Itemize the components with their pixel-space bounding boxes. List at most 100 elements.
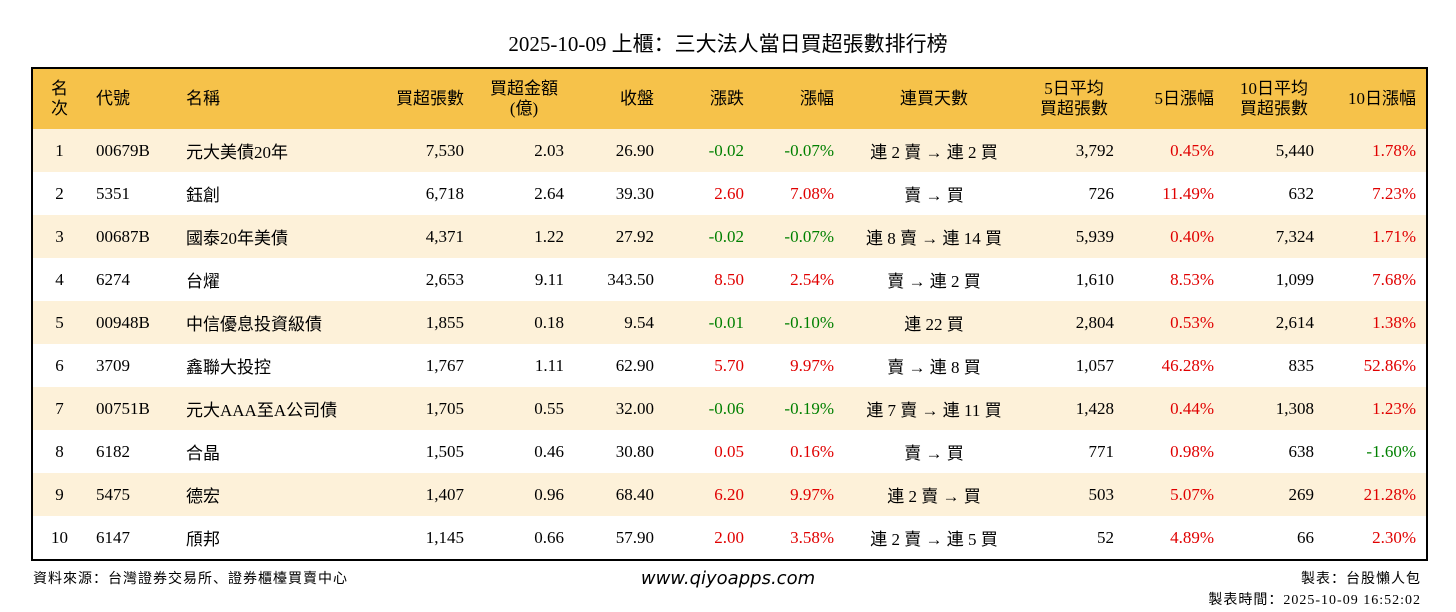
cell: 1.71%	[1324, 215, 1427, 258]
cell: 2.54%	[790, 269, 834, 289]
header-row: 名次 代號 名稱 買超張數 買超金額 (億) 收盤 漲跌 漲幅 連買天數 5日平均 買超張數 5日漲…	[32, 68, 1427, 129]
cell: 賣 → 連 2 買	[887, 272, 981, 291]
cell: 0.18	[474, 301, 574, 344]
cell: 638	[1288, 441, 1315, 461]
cell: 726	[1088, 183, 1115, 203]
cell: 0.53%	[1124, 301, 1224, 344]
cell: -0.06	[664, 387, 754, 430]
cell: 6274	[96, 269, 130, 289]
cell: -0.10%	[754, 301, 844, 344]
cell: 0.66	[534, 527, 564, 547]
cell: 632	[1288, 183, 1315, 203]
cell: -0.07%	[754, 129, 844, 172]
cell: -0.19%	[754, 387, 844, 430]
cell: 鑫聯大投控	[186, 358, 271, 377]
cell: 連 7 賣 → 連 11 買	[844, 387, 1024, 430]
header-cell: 5日平均 買超張數	[1024, 68, 1124, 129]
cell: 6,718	[425, 183, 464, 203]
cell: 1,505	[425, 441, 464, 461]
table-body: 1 00679B 元大美債20年 7,530 2.03 26.90 -0.02 -0.07% 連…	[32, 129, 1427, 560]
cell: 1,099	[1275, 269, 1314, 289]
cell: -0.01	[664, 301, 754, 344]
cell: 00687B	[86, 215, 176, 258]
cell: 連 22 買	[844, 301, 1024, 344]
cell: 8.50	[714, 269, 744, 289]
cell: 7.23%	[1372, 183, 1416, 203]
header-cell: 買超金額 (億)	[474, 68, 574, 129]
cell: 62.90	[615, 355, 654, 375]
cell: 7,530	[376, 129, 474, 172]
table-row: 10 6147 頎邦 1,145 0.66 57.90 2.00 3.58% 連 2 賣 → 連…	[32, 516, 1427, 560]
cell: 2,804	[1024, 301, 1124, 344]
cell: 5.07%	[1124, 473, 1224, 516]
cell: 5475	[86, 473, 176, 516]
cell: 1.78%	[1324, 129, 1427, 172]
cell: 9.11	[534, 269, 564, 289]
cell: 32.00	[574, 387, 664, 430]
cell: 2.60	[714, 183, 744, 203]
cell: 0.16%	[790, 441, 834, 461]
cell: 30.80	[615, 441, 654, 461]
cell: 2.30%	[1372, 527, 1416, 547]
cell: 台燿	[186, 272, 220, 291]
cell: 11.49%	[1162, 183, 1214, 203]
cell: 4,371	[376, 215, 474, 258]
cell: 21.28%	[1324, 473, 1427, 516]
cell: 1,057	[1075, 355, 1114, 375]
cell: 7	[32, 387, 86, 430]
cell: 4	[55, 269, 64, 289]
table-row: 6 3709 鑫聯大投控 1,767 1.11 62.90 5.70 9.97% 賣 → 連 8…	[32, 344, 1427, 387]
cell: 5.70	[714, 355, 744, 375]
cell: 7.08%	[790, 183, 834, 203]
cell: 66	[1297, 527, 1314, 547]
cell: 46.28%	[1161, 355, 1214, 375]
source: 資料來源：台灣證券交易所、證券櫃檯買賣中心	[33, 572, 348, 587]
cell: 2.03	[474, 129, 574, 172]
cell: 賣 → 連 8 買	[887, 358, 981, 377]
header-cell: 10日平均 買超張數	[1224, 68, 1324, 129]
cell: 賣 → 買	[904, 186, 964, 205]
cell: 0.45%	[1124, 129, 1224, 172]
cell: 1.23%	[1324, 387, 1427, 430]
cell: 3	[32, 215, 86, 258]
cell: 1,767	[425, 355, 464, 375]
cell: 9.97%	[790, 355, 834, 375]
table-row: 5 00948B 中信優息投資級債 1,855 0.18 9.54 -0.01 -0.10% 連…	[32, 301, 1427, 344]
cell: 3,792	[1024, 129, 1124, 172]
cell: 39.30	[615, 183, 654, 203]
website: www.qiyoapps.com	[640, 568, 816, 589]
cell: 2.00	[714, 527, 744, 547]
header-cell: 名次	[32, 68, 86, 129]
cell: 8	[55, 441, 64, 461]
cell: 52.86%	[1363, 355, 1416, 375]
cell: 00948B	[86, 301, 176, 344]
cell: 0.55	[474, 387, 574, 430]
table-row: 3 00687B 國泰20年美債 4,371 1.22 27.92 -0.02 -0.07% 連…	[32, 215, 1427, 258]
cell: 德宏	[176, 473, 376, 516]
cell: 6	[55, 355, 64, 375]
header-cell: 漲幅	[754, 68, 844, 129]
cell: 0.96	[474, 473, 574, 516]
cell: 1,308	[1224, 387, 1324, 430]
cell: 1	[32, 129, 86, 172]
cell: -0.07%	[754, 215, 844, 258]
cell: 2	[55, 183, 64, 203]
cell: 合晶	[186, 444, 220, 463]
cell: 2,653	[425, 269, 464, 289]
table-row: 8 6182 合晶 1,505 0.46 30.80 0.05 0.16% 賣 → 買 771 0.…	[32, 430, 1427, 473]
table-row: 2 5351 鈺創 6,718 2.64 39.30 2.60 7.08% 賣 → 買 726 11…	[32, 172, 1427, 215]
maker: 製表：台股懶人包	[1301, 572, 1421, 587]
cell: 5,939	[1024, 215, 1124, 258]
header-cell: 代號	[86, 68, 176, 129]
cell: 頎邦	[186, 530, 220, 549]
cell: 269	[1224, 473, 1324, 516]
header-cell: 連買天數	[844, 68, 1024, 129]
cell: 10	[51, 527, 68, 547]
table-row: 1 00679B 元大美債20年 7,530 2.03 26.90 -0.02 -0.07% 連…	[32, 129, 1427, 172]
cell: 8.53%	[1170, 269, 1214, 289]
cell: -0.02	[664, 215, 754, 258]
title: 2025-10-09 上櫃：三大法人當日買超張數排行榜	[508, 32, 948, 56]
cell: 1,145	[425, 527, 464, 547]
header-cell: 名稱	[176, 68, 376, 129]
